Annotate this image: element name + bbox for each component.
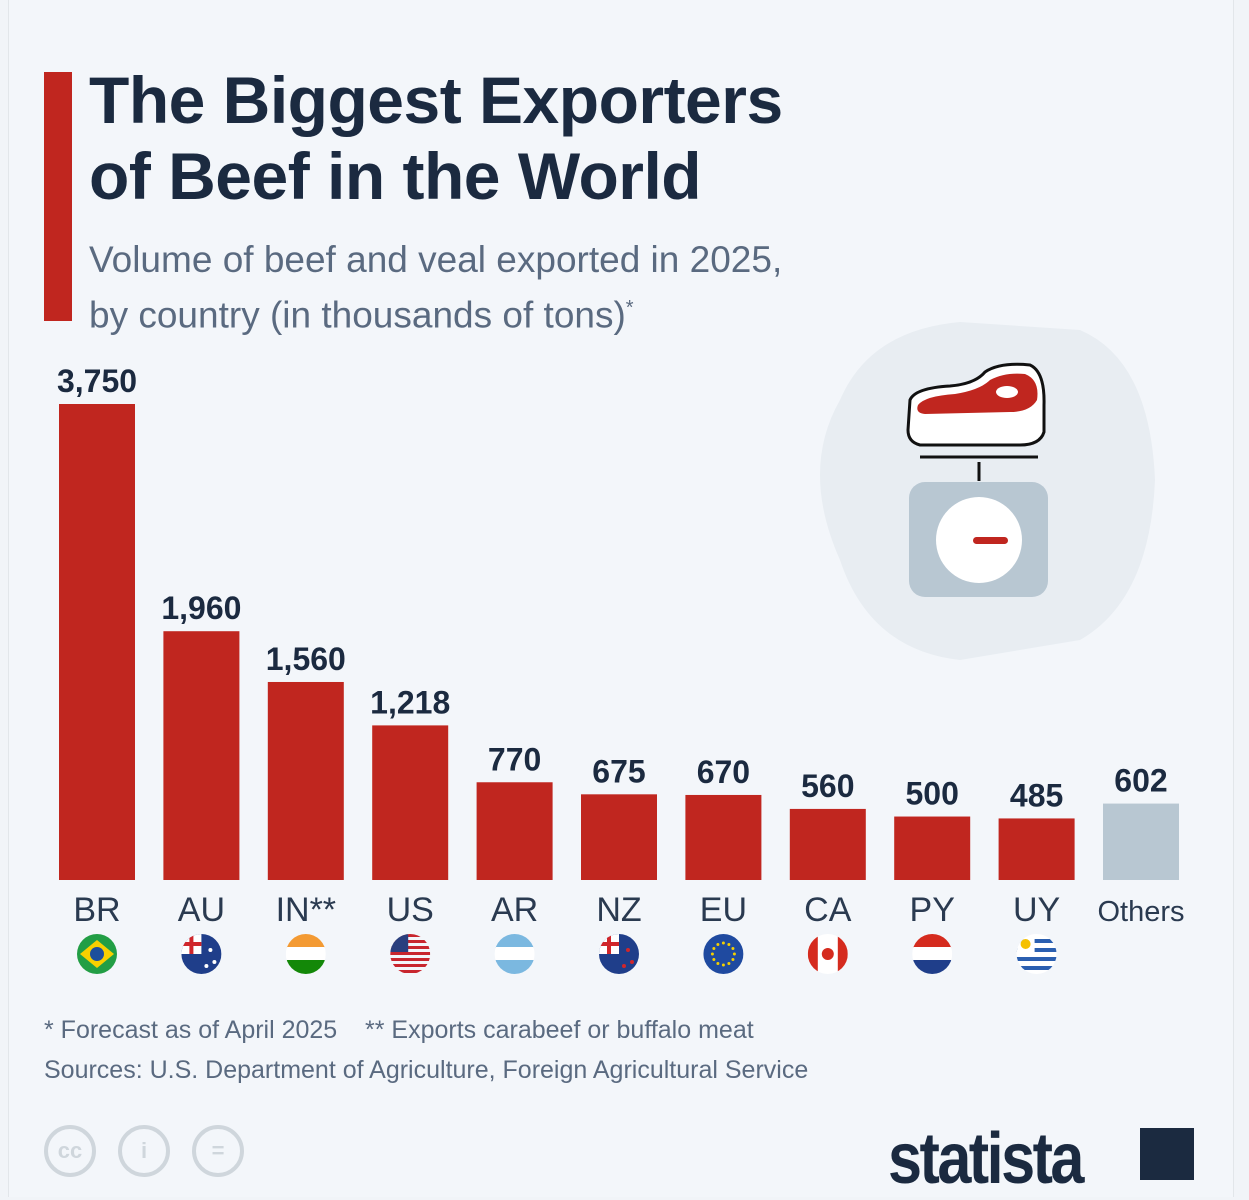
value-label: 670 <box>697 754 750 790</box>
category-label: PY <box>910 891 955 929</box>
subtitle-text: by country (in thousands of tons) <box>89 294 626 336</box>
brazil-flag-icon <box>77 934 117 974</box>
bar-us[interactable] <box>372 725 449 880</box>
title-accent-bar <box>44 72 72 321</box>
india-flag-icon <box>285 934 326 974</box>
category-label: AR <box>491 891 538 929</box>
category-label: AU <box>178 891 225 929</box>
bar-ca[interactable] <box>789 808 866 880</box>
title-line-1: The Biggest Exporters <box>89 63 783 137</box>
cc-icon[interactable]: cc <box>44 1125 96 1177</box>
category-label: NZ <box>596 891 641 929</box>
bar-ar[interactable] <box>476 782 553 880</box>
eu-flag-icon <box>703 934 744 974</box>
steak-meat <box>917 373 1038 414</box>
subtitle-footnote-mark: * <box>625 297 634 319</box>
bar-nz[interactable] <box>581 794 657 880</box>
bar-au[interactable] <box>163 631 240 880</box>
value-label: 1,218 <box>370 684 450 720</box>
value-label: 1,560 <box>266 641 346 677</box>
category-label: UY <box>1013 891 1060 929</box>
footnotes: * Forecast as of April 2025 ** Exports c… <box>44 1016 754 1045</box>
value-label: 602 <box>1114 763 1167 799</box>
value-label: 675 <box>592 753 645 789</box>
canada-flag-icon <box>807 934 848 974</box>
category-label: US <box>387 891 434 929</box>
category-label: Others <box>1097 896 1184 928</box>
scale-needle <box>973 537 1008 544</box>
value-label: 500 <box>906 776 959 812</box>
title-line-2: of Beef in the World <box>89 139 702 213</box>
argentina-flag-icon <box>494 934 535 974</box>
bar-others[interactable] <box>1103 803 1179 880</box>
category-label: CA <box>804 891 852 929</box>
value-label: 3,750 <box>57 363 137 399</box>
value-label: 770 <box>488 741 541 777</box>
value-label: 1,960 <box>161 590 241 626</box>
usa-flag-icon <box>390 934 431 973</box>
category-label: BR <box>73 891 120 929</box>
sources: Sources: U.S. Department of Agriculture,… <box>44 1056 809 1084</box>
bar-br[interactable] <box>59 404 135 880</box>
category-label: IN** <box>276 891 336 929</box>
bar-uy[interactable] <box>998 818 1075 880</box>
bar-eu[interactable] <box>685 794 762 880</box>
value-label: 485 <box>1010 777 1063 813</box>
chart-subtitle: Volume of beef and veal exported in 2025… <box>89 236 782 339</box>
category-label: EU <box>700 891 747 929</box>
new-zealand-flag-icon <box>599 934 639 974</box>
chart-title: The Biggest Exporters of Beef in the Wor… <box>89 62 783 214</box>
bar-py[interactable] <box>894 816 971 880</box>
statista-logo[interactable]: statista <box>888 1119 1084 1199</box>
bars-group: 3,750 BR 1,960 AU 1,560 IN** 1,218 US 770 AR 675 NZ… <box>57 363 1185 974</box>
meat-scale-illustration <box>820 322 1155 660</box>
attribution-icon[interactable]: i <box>118 1125 170 1177</box>
australia-flag-icon <box>181 934 222 974</box>
paraguay-flag-icon <box>912 934 953 974</box>
subtitle-line-1: Volume of beef and veal exported in 2025… <box>89 239 783 280</box>
no-derivatives-icon[interactable]: = <box>192 1125 244 1177</box>
footnote-forecast: * Forecast as of April 2025 <box>44 1016 338 1044</box>
steak-bone <box>996 386 1018 398</box>
statista-logo-mark <box>1140 1128 1194 1180</box>
footnote-carabeef: ** Exports carabeef or buffalo meat <box>365 1016 754 1044</box>
value-label: 560 <box>801 768 854 804</box>
subtitle-line-2: by country (in thousands of tons)* <box>89 284 782 339</box>
uruguay-flag-icon <box>1016 934 1057 974</box>
bar-in[interactable] <box>267 681 344 880</box>
